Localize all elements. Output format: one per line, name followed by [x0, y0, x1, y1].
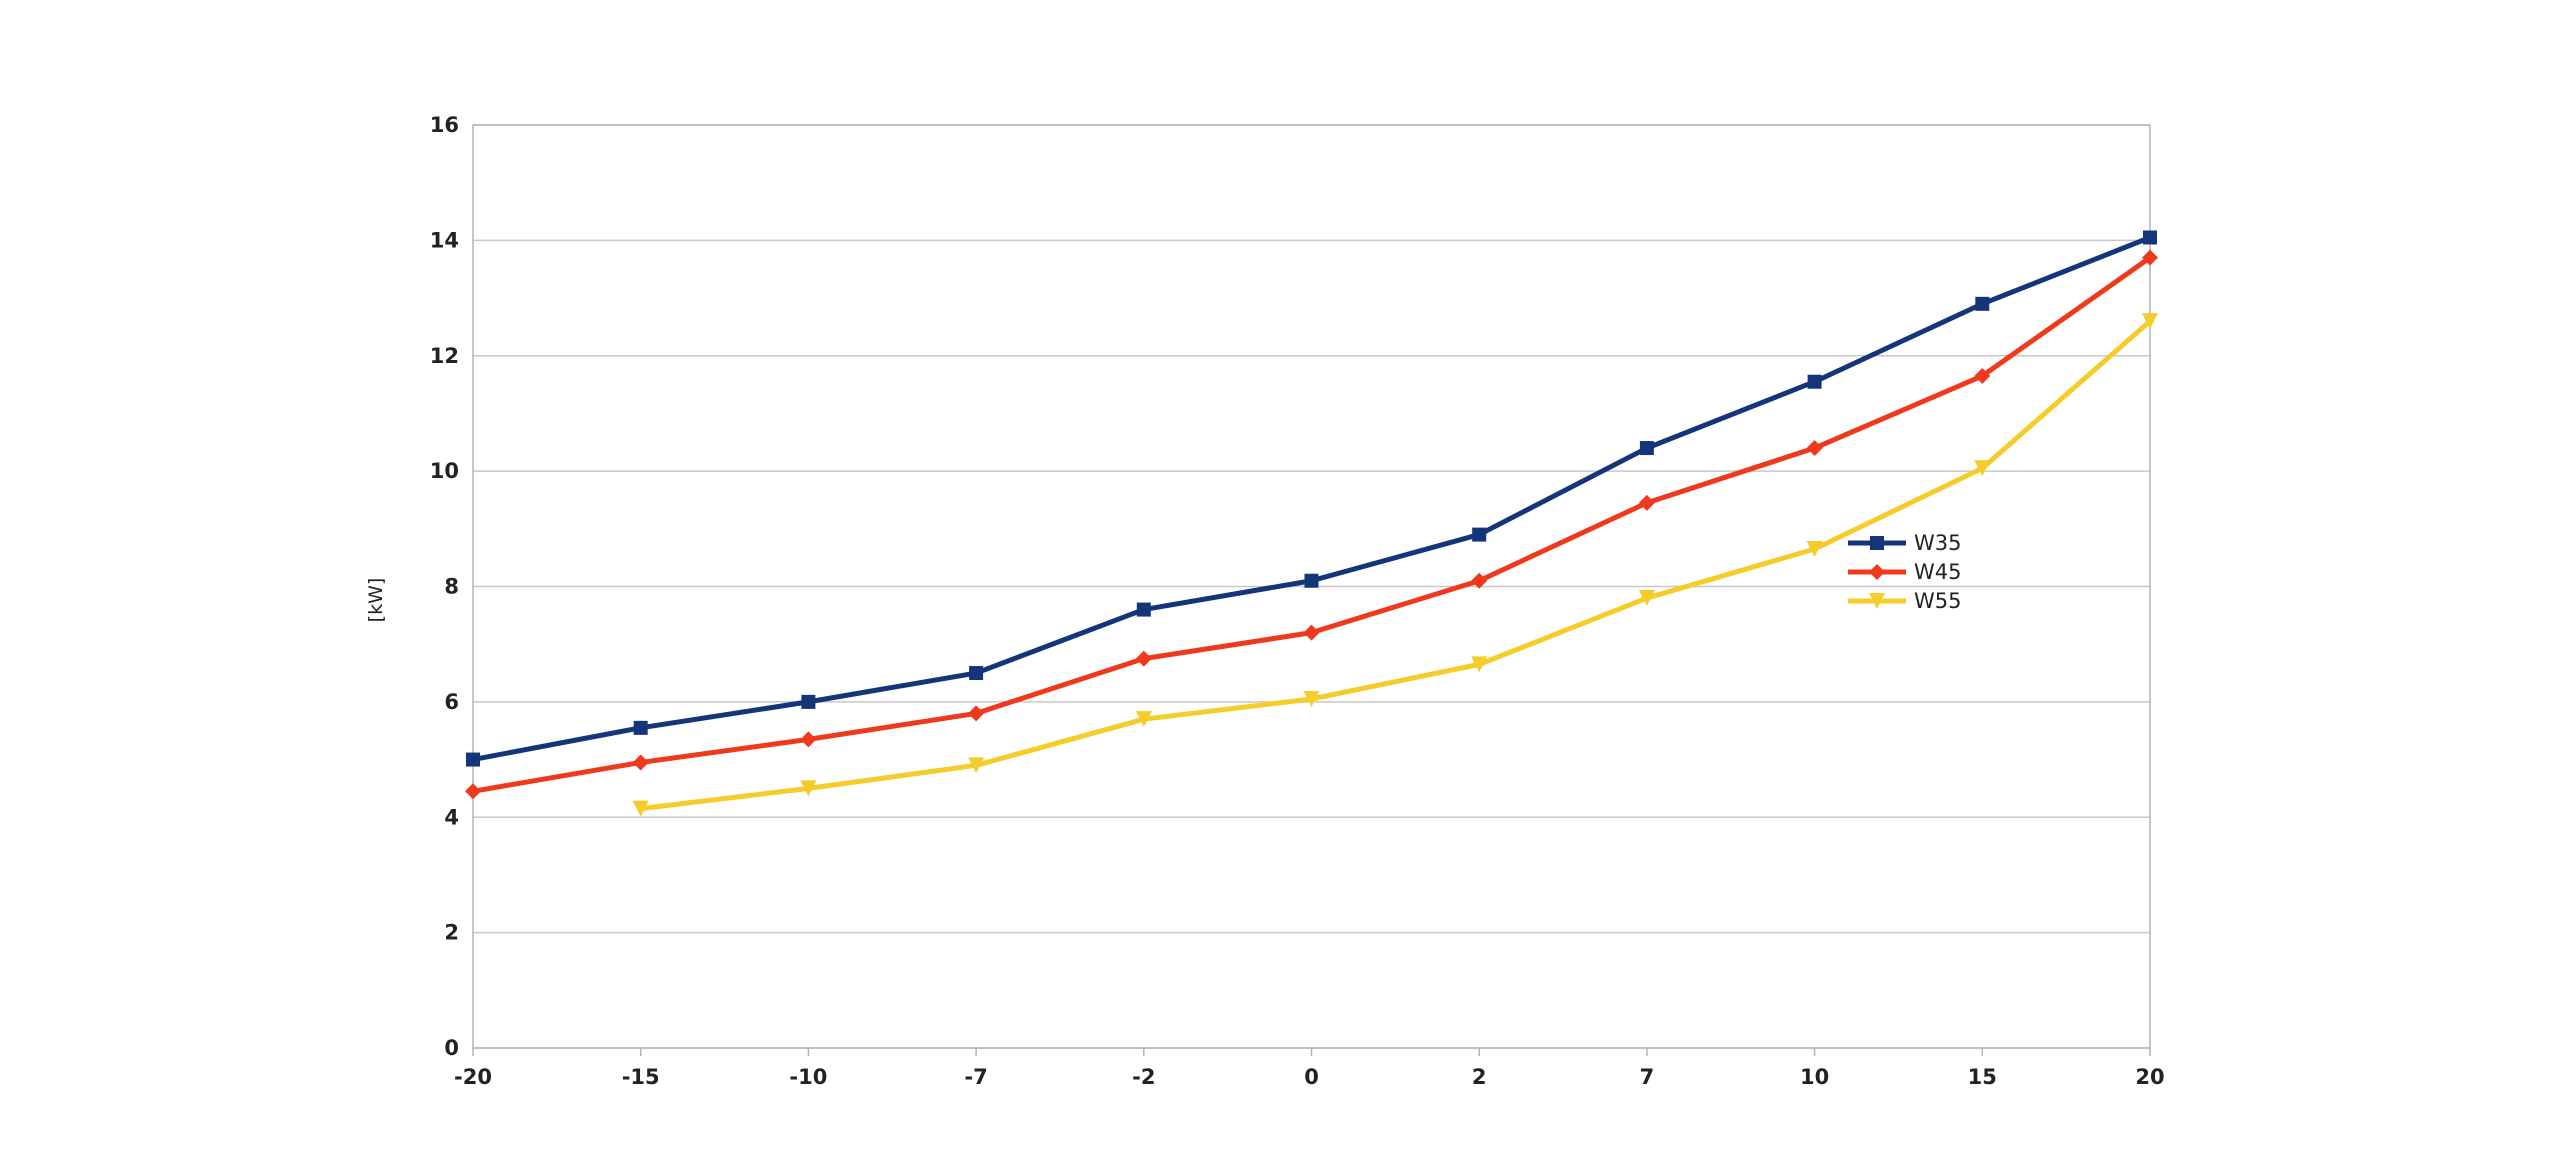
series-line-w55: [638, 318, 2153, 812]
x-tick-label: 0: [1304, 1065, 1319, 1089]
legend-swatch-marker: [1869, 564, 1885, 580]
legend-item-w45: W45: [1848, 560, 1962, 584]
data-point-w55: [800, 780, 817, 797]
y-axis-label: [kW]: [365, 578, 387, 623]
data-point-w35: [1136, 602, 1151, 617]
x-tick-label: -7: [964, 1065, 987, 1089]
y-tick-label: 0: [444, 1036, 459, 1060]
series-line-w45: [470, 255, 2153, 794]
series-w55: [632, 313, 2158, 817]
x-tick-label: 7: [1640, 1065, 1655, 1089]
series-w35: [466, 230, 2157, 767]
data-point-w35: [1472, 527, 1487, 542]
legend-item-w55: W55: [1848, 589, 1962, 613]
data-point-w55: [1471, 656, 1488, 673]
data-point-w35: [969, 666, 984, 681]
y-tick-labels: 0 2 4 6 8 10 12 14 16: [430, 113, 459, 1060]
legend: W35 W45 W55: [1848, 531, 1962, 613]
data-point-w45: [1303, 624, 1320, 641]
data-point-w35: [2143, 230, 2157, 245]
axes: [472, 124, 2151, 1056]
data-point-w35: [1639, 441, 1654, 456]
x-tick-label: -15: [622, 1065, 660, 1089]
x-tick-labels: -20 -15 -10 -7 -2 0 2 7 10 15 20: [454, 1065, 2165, 1089]
data-point-w55: [632, 800, 649, 817]
legend-label: W55: [1914, 589, 1962, 613]
data-point-w45: [1806, 440, 1823, 457]
x-tick-label: -10: [789, 1065, 827, 1089]
data-point-w45: [1974, 367, 1991, 384]
data-point-w45: [465, 783, 481, 800]
x-tick-label: 2: [1472, 1065, 1487, 1089]
data-point-w45: [800, 731, 817, 748]
x-tick-label: 20: [2135, 1065, 2164, 1089]
data-point-w55: [1806, 541, 1823, 558]
y-tick-label: 10: [430, 459, 459, 483]
legend-swatch-marker: [1869, 593, 1885, 609]
data-point-w35: [1807, 374, 1822, 389]
series-line-w35: [470, 234, 2153, 763]
data-point-w45: [1471, 572, 1488, 589]
data-point-w55: [1303, 690, 1320, 707]
x-tick-label: 15: [1968, 1065, 1997, 1089]
data-point-w55: [968, 757, 985, 774]
y-tick-label: 12: [430, 344, 459, 368]
data-point-w35: [466, 752, 480, 767]
x-tick-label: -2: [1132, 1065, 1155, 1089]
x-tick-label: -20: [454, 1065, 492, 1089]
legend-item-w35: W35: [1848, 531, 1962, 555]
data-point-w55: [2142, 313, 2158, 330]
series-layer: [465, 230, 2158, 817]
data-point-w45: [632, 754, 649, 771]
y-tick-label: 6: [444, 690, 459, 714]
data-point-w45: [2142, 249, 2158, 266]
data-point-w55: [1638, 590, 1655, 607]
legend-label: W45: [1914, 560, 1962, 584]
y-tick-label: 14: [430, 228, 459, 252]
data-point-w55: [1974, 460, 1991, 477]
data-point-w35: [801, 694, 816, 709]
data-point-w45: [968, 705, 985, 722]
y-tick-label: 8: [444, 575, 459, 599]
series-w45: [465, 249, 2158, 800]
data-point-w45: [1638, 494, 1655, 511]
x-tick-label: 10: [1800, 1065, 1829, 1089]
data-point-w35: [633, 720, 648, 735]
y-tick-label: 4: [444, 805, 459, 829]
data-point-w45: [1135, 650, 1152, 667]
legend-label: W35: [1914, 531, 1962, 555]
y-tick-label: 2: [444, 921, 459, 945]
data-point-w55: [1135, 711, 1152, 728]
data-point-w35: [1975, 296, 1990, 311]
legend-swatch-marker: [1870, 536, 1884, 550]
y-tick-label: 16: [430, 113, 459, 137]
data-point-w35: [1304, 573, 1319, 588]
